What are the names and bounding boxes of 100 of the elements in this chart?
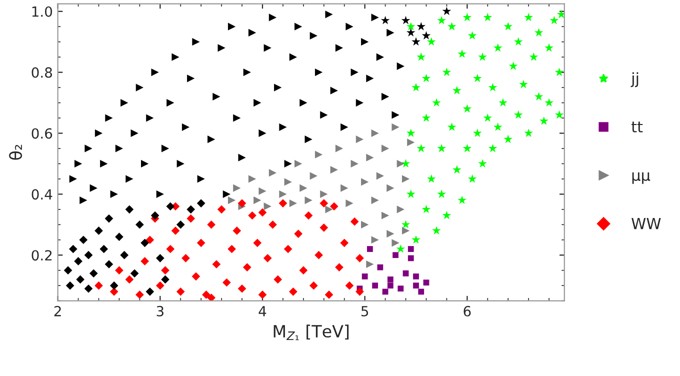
point bbox=[350, 160, 358, 168]
point bbox=[171, 226, 180, 235]
point bbox=[408, 246, 414, 252]
point bbox=[412, 37, 420, 46]
point bbox=[386, 184, 394, 192]
point bbox=[238, 199, 246, 208]
point bbox=[217, 205, 226, 214]
point bbox=[94, 226, 103, 235]
point bbox=[166, 244, 175, 254]
point bbox=[442, 6, 452, 16]
point bbox=[361, 220, 369, 228]
point bbox=[362, 273, 368, 280]
point bbox=[356, 287, 364, 296]
point bbox=[335, 144, 344, 152]
point bbox=[345, 281, 354, 290]
point bbox=[300, 184, 308, 192]
point bbox=[207, 220, 216, 229]
y-tick-label: 1.0 bbox=[32, 6, 52, 17]
point bbox=[254, 196, 262, 204]
point bbox=[238, 284, 246, 293]
x-tick-label: 5 bbox=[361, 306, 368, 316]
x-tick-label: 3 bbox=[156, 306, 164, 316]
point bbox=[104, 214, 114, 223]
point bbox=[140, 238, 149, 248]
point bbox=[68, 244, 78, 254]
point bbox=[161, 266, 170, 274]
point bbox=[386, 230, 394, 238]
point bbox=[84, 250, 93, 260]
point bbox=[196, 238, 206, 248]
point bbox=[361, 178, 369, 186]
point bbox=[406, 28, 416, 36]
point bbox=[366, 260, 374, 268]
point bbox=[314, 150, 323, 158]
point bbox=[402, 226, 410, 235]
point bbox=[392, 123, 400, 131]
point bbox=[340, 238, 349, 248]
legend-label: tt bbox=[631, 122, 643, 132]
point bbox=[146, 287, 154, 296]
point bbox=[356, 254, 364, 262]
point bbox=[192, 272, 200, 281]
point bbox=[325, 206, 333, 214]
point bbox=[278, 199, 288, 208]
point bbox=[176, 220, 185, 229]
point bbox=[387, 282, 394, 289]
point bbox=[422, 31, 431, 40]
point bbox=[418, 288, 424, 295]
point bbox=[324, 290, 334, 299]
point bbox=[299, 266, 308, 274]
point bbox=[222, 278, 231, 287]
point bbox=[104, 260, 114, 268]
point bbox=[320, 199, 328, 208]
point bbox=[407, 138, 415, 146]
point bbox=[330, 166, 338, 174]
point bbox=[376, 172, 384, 180]
x-tick-label: 6 bbox=[464, 306, 471, 316]
point bbox=[284, 244, 292, 254]
point bbox=[367, 246, 373, 252]
point bbox=[402, 175, 410, 183]
point bbox=[196, 199, 206, 208]
point bbox=[268, 220, 277, 229]
x-tick-label: 4 bbox=[258, 306, 266, 316]
point bbox=[346, 200, 354, 208]
point bbox=[294, 160, 302, 168]
point bbox=[258, 187, 266, 195]
point bbox=[274, 275, 282, 284]
point bbox=[125, 275, 134, 284]
point bbox=[232, 226, 242, 235]
point bbox=[380, 16, 390, 24]
point bbox=[330, 202, 338, 211]
point bbox=[182, 254, 190, 262]
point bbox=[284, 178, 292, 186]
point bbox=[258, 290, 267, 299]
legend-label: μμ bbox=[632, 172, 650, 184]
point bbox=[202, 290, 210, 299]
y-tick-label: 0.2 bbox=[32, 250, 52, 261]
point bbox=[156, 281, 164, 290]
point bbox=[340, 184, 348, 192]
legend-label: WW bbox=[632, 218, 661, 230]
y-tick-label: 0.8 bbox=[32, 67, 52, 78]
y-tick-label: 0.4 bbox=[32, 189, 52, 200]
point bbox=[228, 244, 236, 254]
point bbox=[289, 200, 297, 208]
point bbox=[408, 255, 414, 262]
point bbox=[76, 275, 84, 284]
point bbox=[268, 169, 277, 177]
point bbox=[377, 264, 384, 270]
point bbox=[146, 236, 154, 244]
point bbox=[64, 266, 72, 274]
point bbox=[413, 282, 419, 289]
point bbox=[371, 129, 379, 138]
point bbox=[387, 276, 394, 282]
point bbox=[248, 175, 256, 183]
point bbox=[79, 236, 88, 244]
point bbox=[263, 254, 272, 262]
point bbox=[294, 230, 302, 238]
point bbox=[258, 208, 267, 217]
point bbox=[392, 252, 398, 258]
point bbox=[120, 250, 128, 260]
point bbox=[372, 282, 378, 289]
point bbox=[413, 273, 419, 280]
